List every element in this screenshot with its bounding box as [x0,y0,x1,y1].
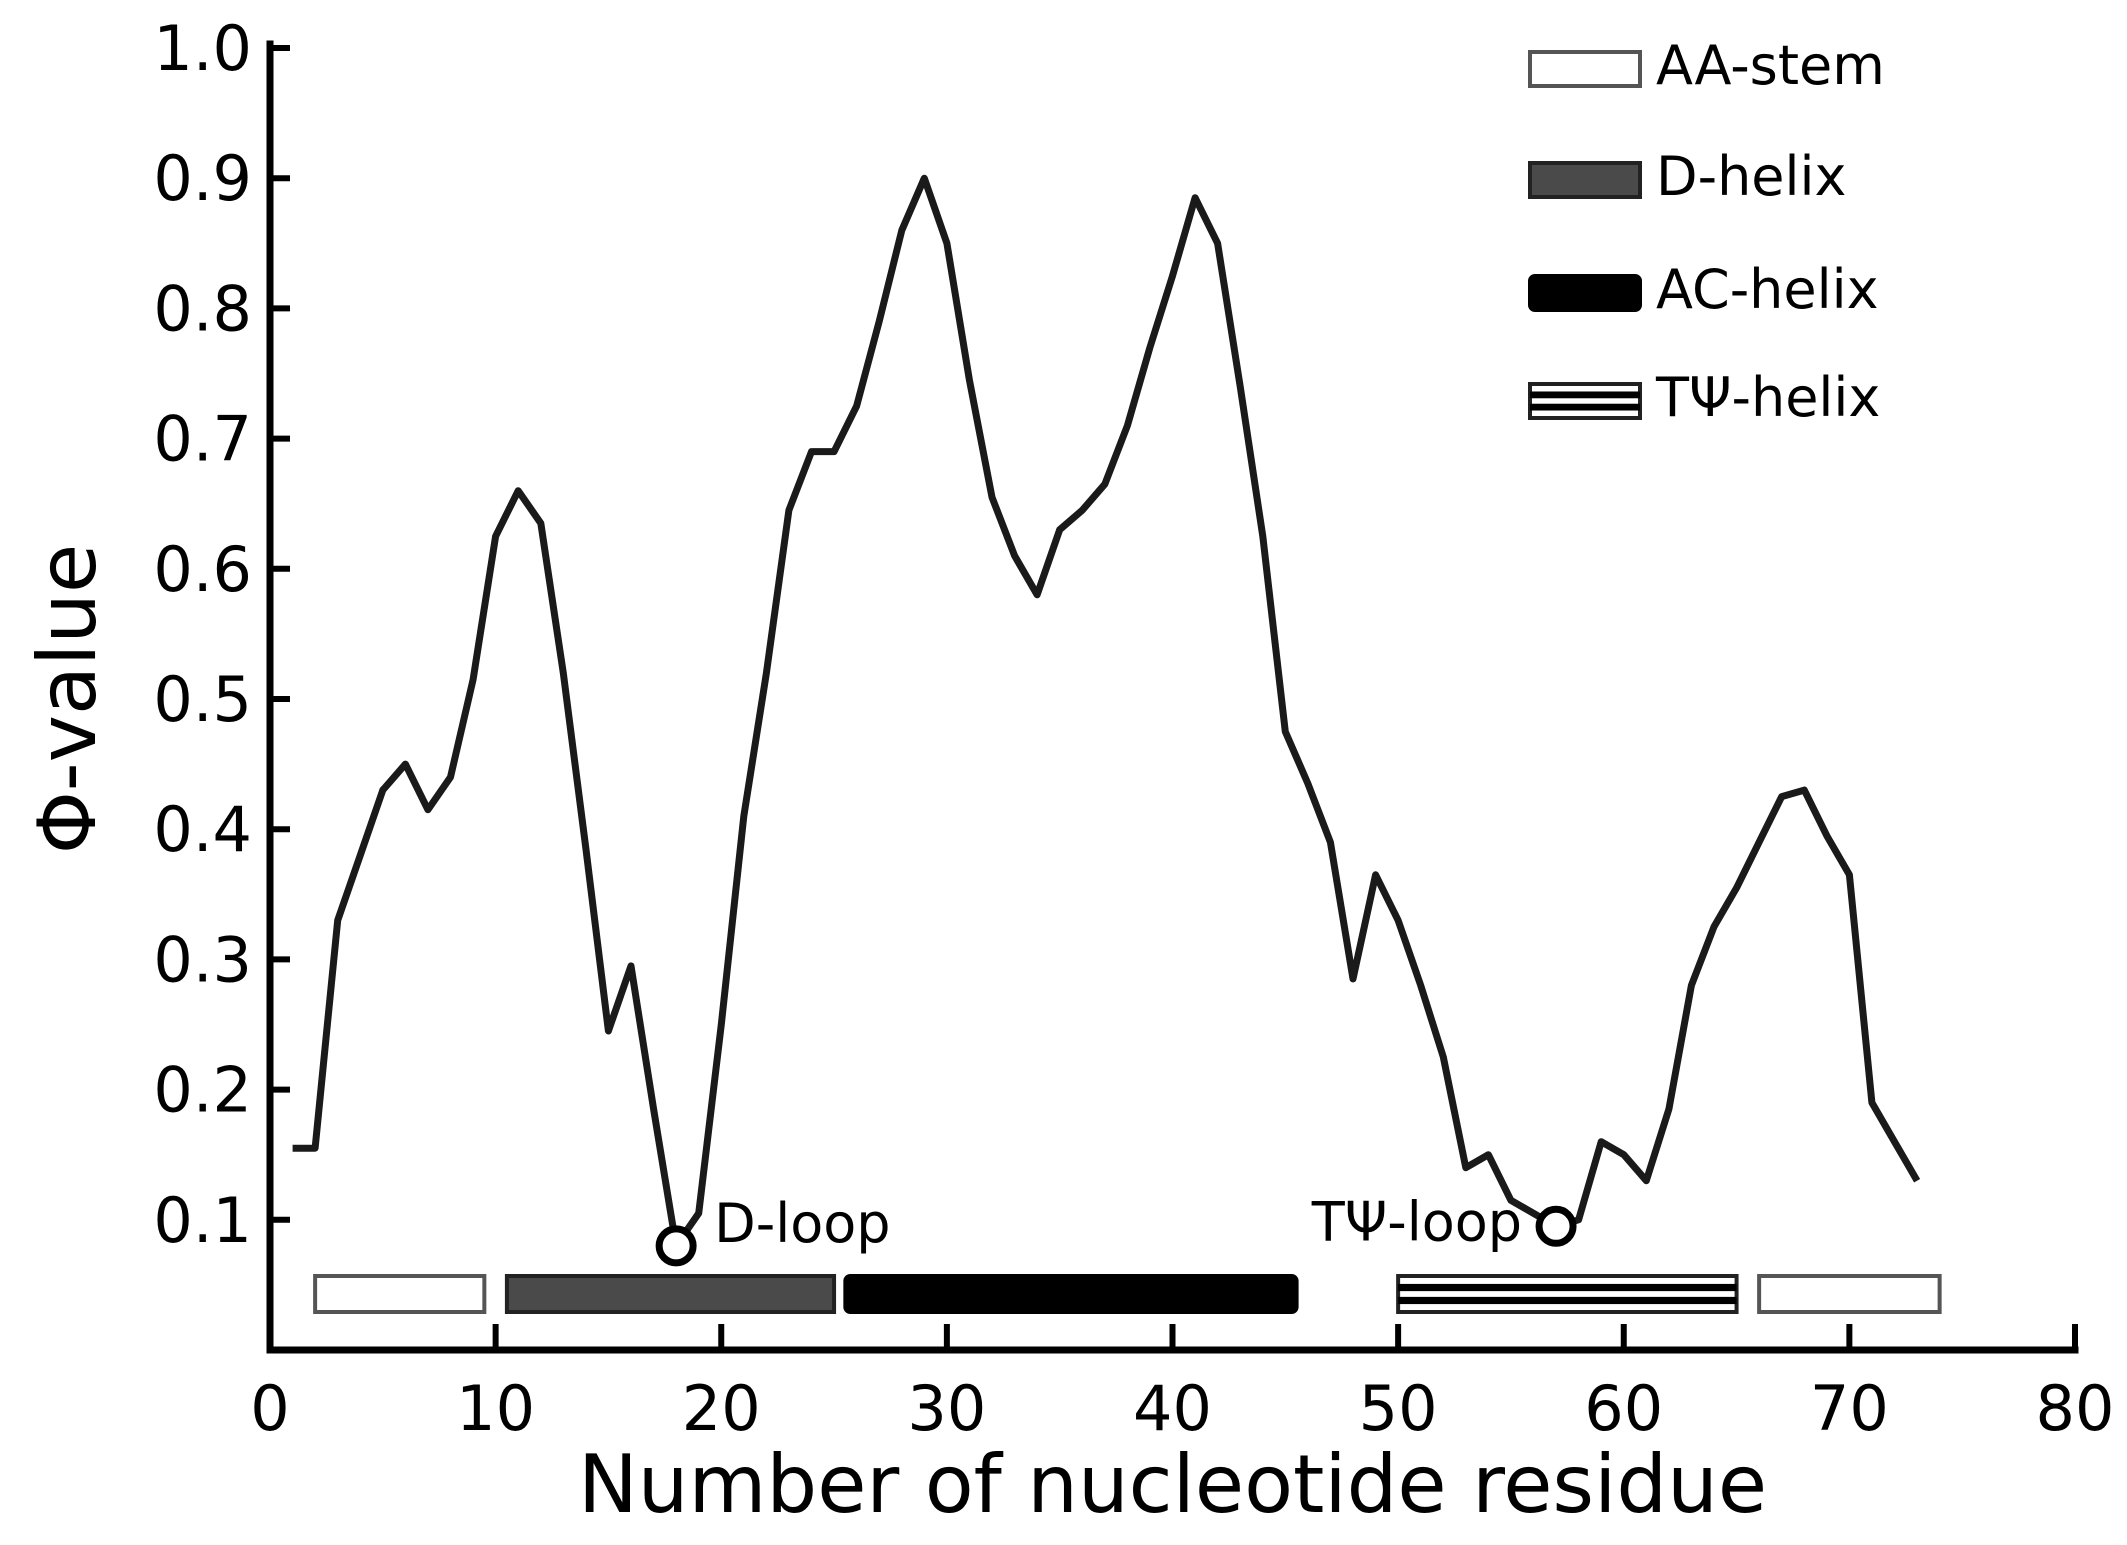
legend-label: TΨ-helix [1655,366,1880,429]
legend: AA-stem D-helix AC-helix TΨ-helix [1528,34,1885,429]
y-tick-label: 0.4 [153,793,252,866]
y-tick-label: 0.7 [153,403,252,476]
y-tick-label: 0.5 [153,663,252,736]
x-tick-label: 80 [2036,1372,2115,1445]
swatch-rect [843,1274,1299,1314]
swatch-rect [1528,50,1642,88]
y-tick-label: 0.9 [153,142,252,215]
y-axis-title: Φ-value [21,544,114,854]
segment-aa-stem [1757,1274,1942,1314]
y-tick-label: 0.3 [153,923,252,996]
x-tick-label: 10 [456,1372,535,1445]
axes: 0.1 0.2 0.3 0.4 0.5 0.6 0.7 0.8 0.9 1.0 0 10 20 30 40 5… [153,12,2114,1445]
swatch-rect [1528,274,1642,312]
x-axis-title: Number of nucleotide residue [578,1438,1767,1531]
x-tick-label: 50 [1359,1372,1438,1445]
swatch-rect [504,1274,837,1314]
segment-d-helix [504,1274,837,1314]
y-tick-label: 0.1 [153,1184,252,1257]
series-line [292,174,1921,1250]
legend-swatch [1528,274,1642,312]
secondary-structure-bars [313,1274,1942,1314]
swatch-stripe [1398,1296,1737,1305]
y-tick-label: 1.0 [153,12,252,85]
legend-swatch [1528,161,1642,199]
annotations: D-loop TΨ-loop [655,1190,1577,1267]
legend-label: D-helix [1656,145,1846,208]
axis-titles: Number of nucleotide residue Φ-value [21,544,1767,1531]
swatch-rect [1396,1274,1739,1314]
swatch-rect [313,1274,487,1314]
segment-ac-helix [843,1274,1299,1314]
segment-aa-stem [313,1274,487,1314]
swatch-rect [1528,161,1642,199]
swatch-stripe [1530,403,1640,411]
x-tick-label: 0 [250,1372,289,1445]
x-tick-label: 70 [1810,1372,1889,1445]
annotation-marker [655,1225,697,1267]
legend-label: AC-helix [1656,258,1879,321]
legend-label: AA-stem [1656,34,1885,97]
x-tick-label: 20 [682,1372,761,1445]
y-tick-label: 0.2 [153,1054,252,1127]
swatch-stripe [1398,1283,1737,1292]
swatch-rect [1528,382,1642,420]
x-tick-label: 30 [907,1372,986,1445]
swatch-rect [1757,1274,1942,1314]
y-tick-label: 0.6 [153,533,252,606]
annotation-marker [1535,1205,1577,1247]
x-tick-label: 40 [1133,1372,1212,1445]
y-tick-label: 0.8 [153,272,252,345]
legend-swatch [1528,382,1642,420]
annotation-label: D-loop [714,1192,890,1255]
swatch-stripe [1530,391,1640,399]
series-line-group [292,174,1921,1250]
legend-swatch [1528,50,1642,88]
segment-t-helix [1396,1274,1739,1314]
annotation-label: TΨ-loop [1311,1190,1522,1253]
x-tick-label: 60 [1584,1372,1663,1445]
